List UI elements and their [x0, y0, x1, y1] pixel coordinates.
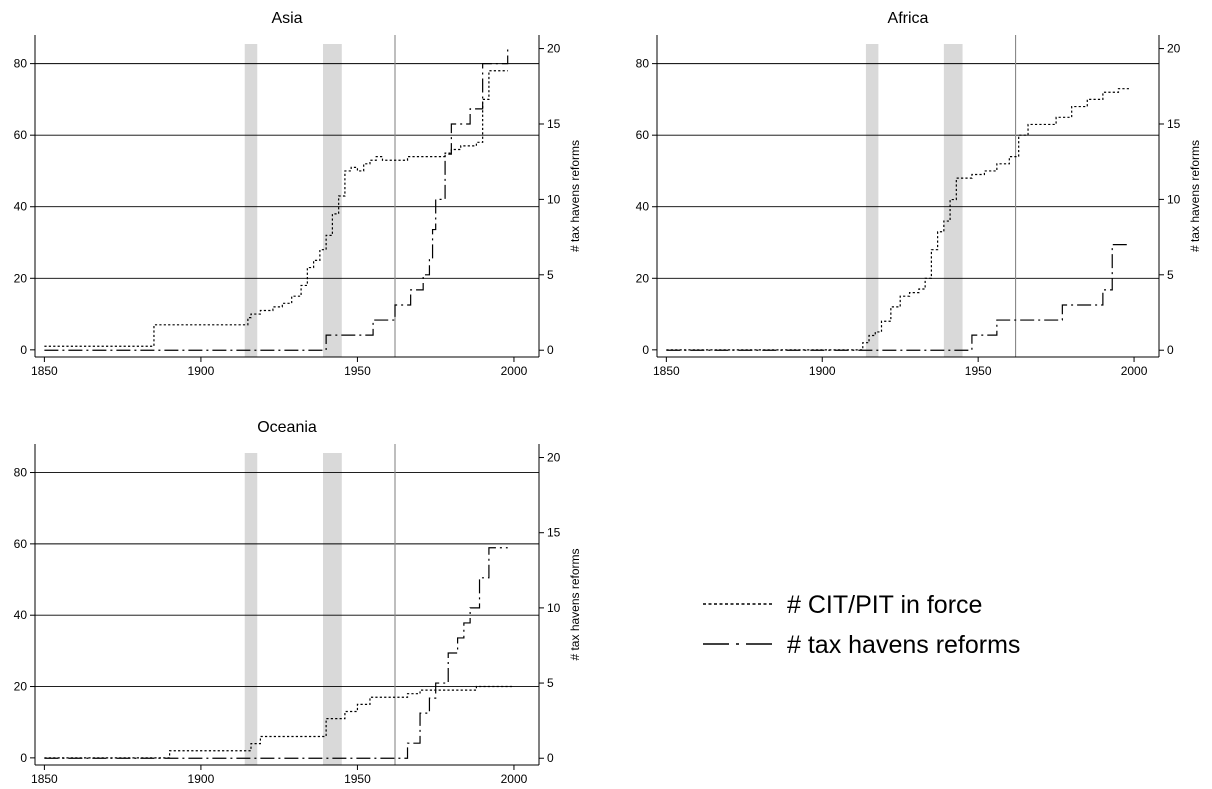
series-line-tax-havens [44, 547, 508, 759]
y-right-tick-label: 0 [1167, 343, 1174, 357]
y-right-tick-label: 15 [547, 526, 561, 540]
y-left-tick-label: 20 [636, 271, 650, 285]
y-right-tick-label: 5 [547, 268, 554, 282]
y-left-tick-label: 80 [14, 466, 28, 480]
series-line-cit-pit [44, 685, 514, 759]
y-right-axis-title: # tax havens reforms [1188, 140, 1202, 252]
y-left-tick-label: 20 [14, 680, 28, 694]
y-left-tick-label: 60 [636, 128, 650, 142]
y-right-tick-label: 20 [547, 42, 561, 56]
y-right-tick-label: 10 [1167, 192, 1181, 206]
x-tick-label: 1950 [344, 772, 371, 786]
y-right-tick-label: 15 [1167, 117, 1181, 131]
y-left-tick-label: 20 [14, 271, 28, 285]
panel-asia: Asia 0 20 40 60 80 0 5 10 15 20 # tax havens reform… [14, 10, 582, 378]
y-right-axis-title: # tax havens reforms [568, 140, 582, 252]
shaded-period [244, 44, 258, 357]
y-right-tick-label: 10 [547, 601, 561, 615]
y-left-tick-label: 40 [636, 200, 650, 214]
panel-title: Oceania [257, 419, 317, 436]
y-left-tick-label: 0 [642, 343, 649, 357]
shaded-period [943, 44, 963, 357]
y-right-tick-label: 20 [547, 451, 561, 465]
shaded-period [865, 44, 879, 357]
y-left-tick-label: 80 [636, 57, 650, 71]
x-tick-label: 1850 [31, 364, 58, 378]
shaded-period [323, 453, 342, 765]
x-tick-label: 1850 [31, 772, 58, 786]
y-right-tick-label: 20 [1167, 42, 1181, 56]
x-tick-label: 2000 [501, 772, 528, 786]
series-line-tax-havens [44, 48, 509, 351]
y-left-tick-label: 0 [20, 751, 27, 765]
panel-oceania: Oceania 0 20 40 60 80 0 5 10 15 20 # tax havens ref… [14, 419, 582, 786]
y-left-tick-label: 0 [20, 343, 27, 357]
series-line-cit-pit [666, 88, 1131, 351]
panel-title: Asia [271, 10, 302, 27]
y-left-tick-label: 60 [14, 537, 28, 551]
legend-label-cit-pit: # CIT/PIT in force [787, 591, 982, 619]
shaded-period [244, 453, 258, 765]
panel-africa: Africa 0 20 40 60 80 0 5 10 15 20 # tax havens refo… [636, 10, 1202, 378]
y-right-axis-title: # tax havens reforms [568, 548, 582, 660]
y-right-tick-label: 0 [547, 751, 554, 765]
x-tick-label: 1950 [344, 364, 371, 378]
x-tick-label: 1900 [188, 364, 215, 378]
y-right-tick-label: 5 [1167, 268, 1174, 282]
series-line-tax-havens [666, 244, 1128, 351]
x-tick-label: 2000 [1121, 364, 1148, 378]
y-right-tick-label: 10 [547, 192, 561, 206]
y-left-tick-label: 60 [14, 128, 28, 142]
y-left-tick-label: 80 [14, 57, 28, 71]
legend-label-tax-havens: # tax havens reforms [787, 631, 1020, 659]
y-left-tick-label: 40 [14, 608, 28, 622]
x-tick-label: 1900 [188, 772, 215, 786]
y-right-tick-label: 0 [547, 343, 554, 357]
y-right-tick-label: 5 [547, 676, 554, 690]
x-tick-label: 1950 [965, 364, 992, 378]
y-left-tick-label: 40 [14, 200, 28, 214]
shaded-period [323, 44, 342, 357]
y-right-tick-label: 15 [547, 117, 561, 131]
series-line-cit-pit [44, 70, 508, 347]
legend: # CIT/PIT in force # tax havens reforms [703, 591, 1020, 659]
x-tick-label: 1900 [809, 364, 836, 378]
x-tick-label: 1850 [653, 364, 680, 378]
panel-title: Africa [888, 10, 929, 27]
x-tick-label: 2000 [501, 364, 528, 378]
